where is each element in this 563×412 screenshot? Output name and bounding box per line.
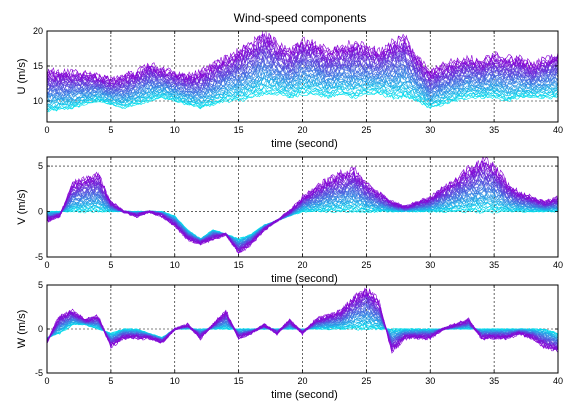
series-line	[47, 85, 558, 109]
x-tick-label: 0	[44, 260, 49, 270]
x-tick-label: 40	[553, 376, 563, 386]
x-tick-label: 35	[489, 376, 499, 386]
y-tick-label: 0	[38, 207, 43, 217]
x-tick-label: 0	[44, 125, 49, 135]
x-tick-label: 10	[170, 125, 180, 135]
y-tick-label: 10	[33, 96, 43, 106]
series-line	[47, 92, 558, 113]
series-line	[47, 89, 558, 111]
series-line	[47, 77, 558, 104]
x-tick-label: 25	[361, 260, 371, 270]
y-tick-label: 0	[38, 324, 43, 334]
series-line	[47, 51, 558, 91]
x-tick-label: 35	[489, 125, 499, 135]
x-tick-label: 10	[170, 260, 180, 270]
y-tick-label: -5	[35, 252, 43, 262]
series-line	[47, 69, 558, 100]
x-tick-label: 25	[361, 125, 371, 135]
x-tick-label: 30	[425, 376, 435, 386]
y-tick-label: 5	[38, 280, 43, 290]
x-tick-label: 40	[553, 125, 563, 135]
x-tick-label: 20	[297, 260, 307, 270]
series-line	[47, 71, 558, 101]
series-line	[47, 31, 558, 84]
x-tick-label: 30	[425, 125, 435, 135]
x-tick-label: 5	[108, 125, 113, 135]
x-tick-label: 0	[44, 376, 49, 386]
series-group	[47, 31, 558, 113]
x-tick-label: 40	[553, 260, 563, 270]
y-axis-label: V (m/s)	[16, 189, 28, 224]
figure-title: Wind-speed components	[234, 11, 367, 25]
x-axis-label: time (second)	[271, 273, 338, 285]
x-axis-label: time (second)	[271, 138, 338, 150]
x-axis-label: time (second)	[271, 389, 338, 401]
y-axis-label: U (m/s)	[16, 58, 28, 94]
x-tick-label: 10	[170, 376, 180, 386]
series-line	[47, 55, 558, 92]
x-tick-label: 5	[108, 260, 113, 270]
x-tick-label: 25	[361, 376, 371, 386]
y-tick-label: 15	[33, 61, 43, 71]
x-tick-label: 15	[234, 260, 244, 270]
x-tick-label: 30	[425, 260, 435, 270]
series-line	[47, 287, 558, 353]
series-line	[47, 32, 558, 84]
x-tick-label: 20	[297, 376, 307, 386]
panel-1: 0 5 10 15 20 25 30 35 40 10 15 20 time (second) U (m/…	[16, 26, 563, 150]
series-group	[47, 287, 558, 354]
x-tick-label: 35	[489, 260, 499, 270]
x-tick-label: 20	[297, 125, 307, 135]
y-axis-label: W (m/s)	[16, 310, 28, 348]
series-line	[47, 83, 558, 108]
series-line	[47, 89, 558, 112]
y-tick-label: 5	[38, 161, 43, 171]
x-tick-label: 5	[108, 376, 113, 386]
series-group	[47, 157, 558, 255]
x-tick-label: 15	[234, 376, 244, 386]
y-tick-label: -5	[35, 368, 43, 378]
series-line	[47, 157, 558, 254]
y-tick-label: 20	[33, 26, 43, 36]
x-tick-label: 15	[234, 125, 244, 135]
